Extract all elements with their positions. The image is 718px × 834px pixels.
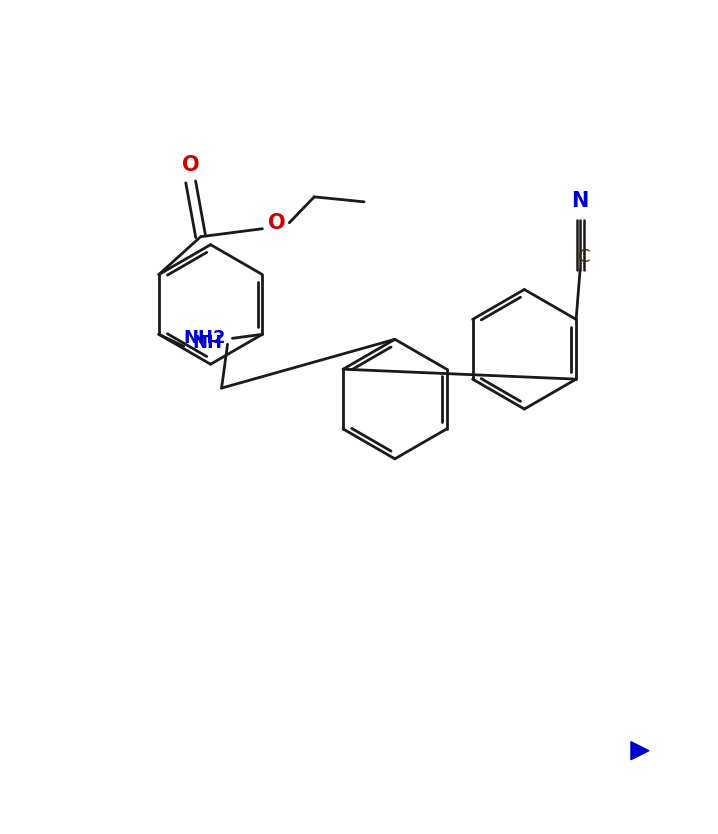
Text: O: O <box>182 155 200 175</box>
Text: C: C <box>578 248 590 265</box>
Text: NH: NH <box>192 334 223 352</box>
Text: O: O <box>268 213 285 233</box>
Text: N: N <box>572 191 589 211</box>
Text: NH2: NH2 <box>183 329 226 347</box>
Polygon shape <box>631 741 649 760</box>
